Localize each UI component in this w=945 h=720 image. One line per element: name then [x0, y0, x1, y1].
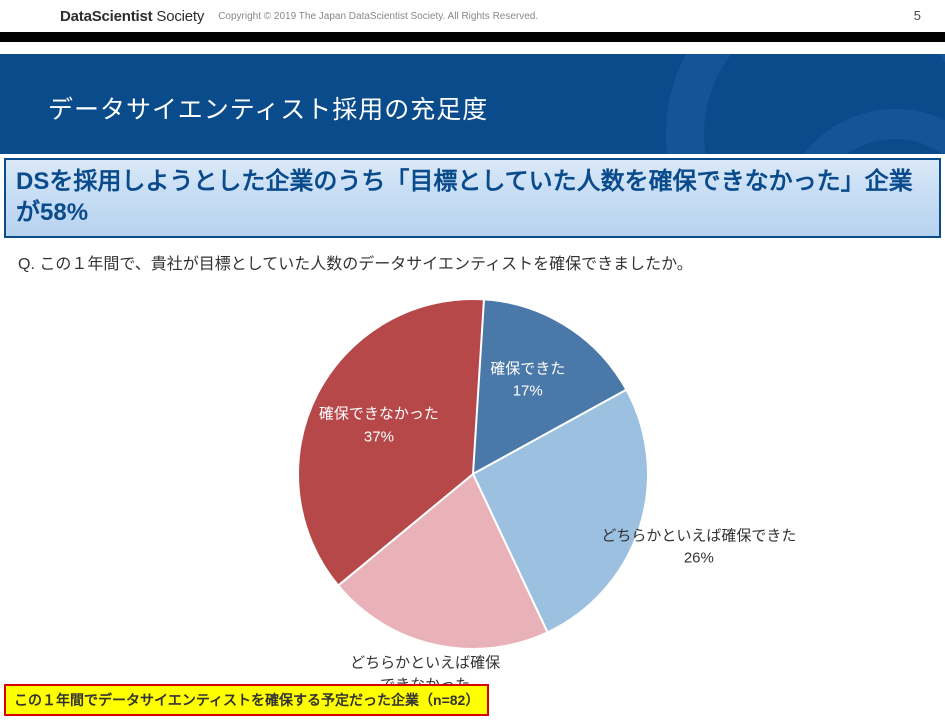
footnote-box: この１年間でデータサイエンティストを確保する予定だった企業（n=82）: [4, 684, 489, 716]
hero-deco-icon: [665, 54, 945, 154]
pie-slice-label: 確保できなかった37%: [319, 404, 439, 449]
pie-chart: 確保できた17%どちらかといえば確保できた26%どちらかといえば確保できなかった…: [0, 278, 945, 670]
hero-banner: データサイエンティスト採用の充足度: [0, 54, 945, 154]
slide-page: DataScientist Society Copyright © 2019 T…: [0, 0, 945, 720]
footnote-text: この１年間でデータサイエンティストを確保する予定だった企業（n=82）: [14, 692, 479, 708]
question-text: Q. この１年間で、貴社が目標としていた人数のデータサイエンティストを確保できま…: [18, 250, 693, 274]
summary-box: DSを採用しようとした企業のうち「目標としていた人数を確保できなかった」企業が5…: [4, 158, 941, 238]
logo-thin: Society: [152, 8, 204, 25]
pie-slice-label: どちらかといえば確保できた26%: [601, 525, 796, 570]
logo-bold: DataScientist: [60, 8, 152, 25]
page-number: 5: [914, 8, 921, 23]
top-bar: DataScientist Society Copyright © 2019 T…: [0, 0, 945, 32]
logo: DataScientist Society: [60, 8, 204, 25]
summary-text: DSを採用しようとした企業のうち「目標としていた人数を確保できなかった」企業が5…: [16, 166, 929, 228]
pie-slice-label: 確保できた17%: [490, 358, 565, 403]
black-divider: [0, 32, 945, 42]
hero-title: データサイエンティスト採用の充足度: [48, 90, 488, 126]
pie-svg: [296, 297, 650, 651]
copyright-text: Copyright © 2019 The Japan DataScientist…: [218, 11, 538, 22]
